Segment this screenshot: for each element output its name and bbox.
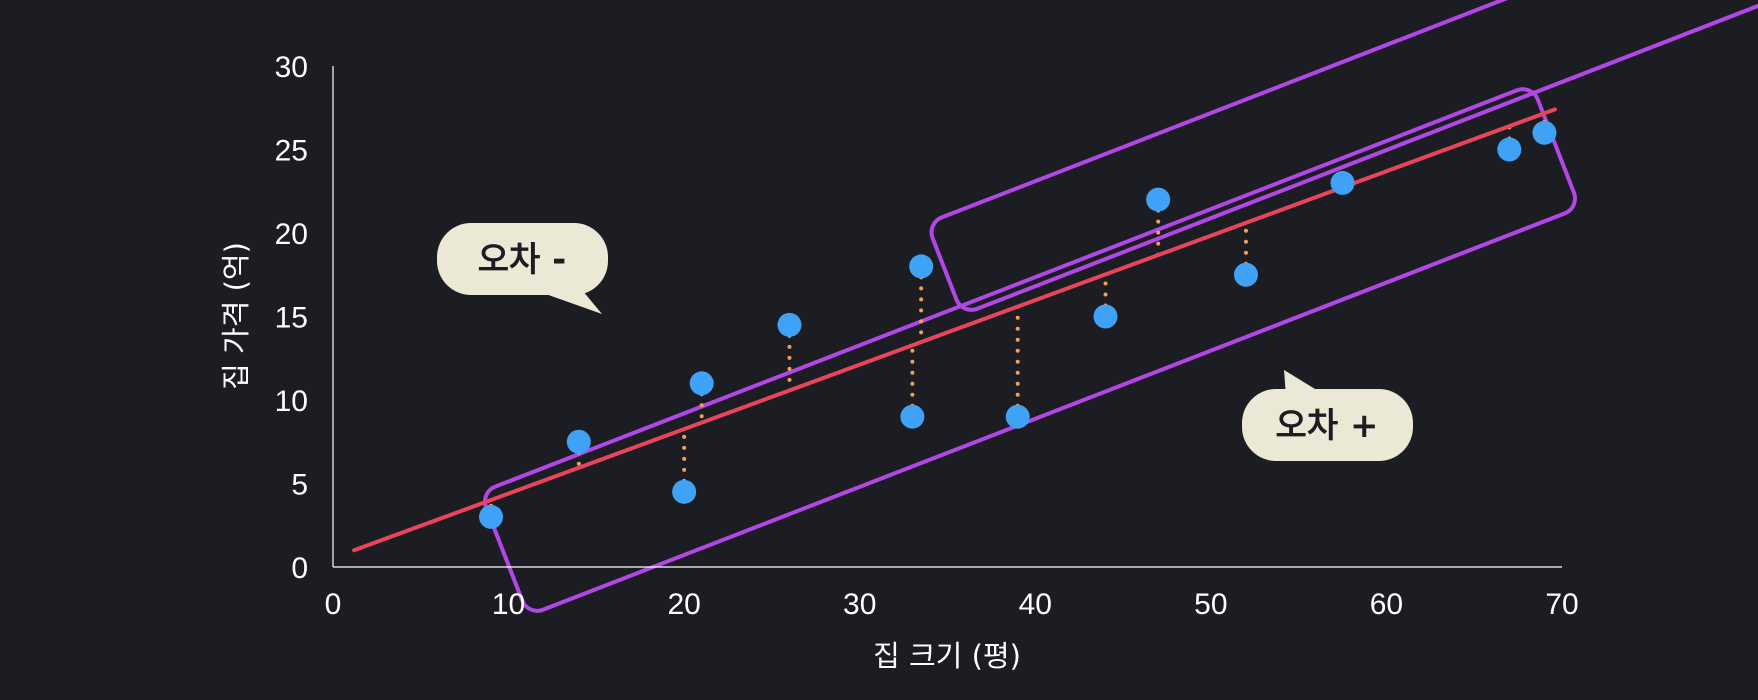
data-point (1532, 120, 1557, 145)
data-point (479, 504, 504, 529)
error-bands (483, 0, 1758, 613)
x-tick-label: 40 (1019, 588, 1052, 621)
y-tick-labels: 0 5 10 15 20 25 30 (275, 51, 308, 585)
data-point (1146, 187, 1171, 212)
y-tick-label: 0 (291, 552, 308, 585)
data-point (777, 312, 802, 337)
error-band-upper (929, 0, 1758, 312)
y-tick-label: 5 (291, 469, 308, 502)
data-points (479, 120, 1557, 529)
data-point (566, 429, 591, 454)
data-point (1497, 137, 1522, 162)
data-point (672, 479, 697, 504)
y-tick-label: 10 (275, 385, 308, 418)
y-axis-title: 집 가격 (억) (219, 242, 253, 390)
x-tick-label: 50 (1194, 588, 1227, 621)
regression-line (352, 107, 1557, 553)
y-tick-label: 15 (275, 302, 308, 335)
data-point (909, 254, 934, 279)
x-tick-label: 60 (1370, 588, 1403, 621)
x-tick-label: 10 (492, 588, 525, 621)
data-point (1233, 262, 1258, 287)
x-tick-label: 20 (667, 588, 700, 621)
callout-minus-label: 오차 - (478, 240, 567, 280)
callout-minus-tail (540, 290, 602, 314)
x-axis-title: 집 크기 (평) (873, 639, 1021, 673)
data-point (1330, 170, 1355, 195)
x-tick-labels: 0 10 20 30 40 50 60 70 (325, 588, 1579, 621)
y-tick-label: 25 (275, 135, 308, 168)
x-tick-label: 70 (1545, 588, 1578, 621)
axes (332, 66, 1562, 568)
x-tick-label: 0 (325, 588, 342, 621)
data-point (689, 371, 714, 396)
callout-plus: 오차 + (1242, 370, 1413, 461)
data-point (1005, 404, 1030, 429)
callout-plus-bubble (1242, 389, 1413, 461)
callout-plus-label: 오차 + (1276, 406, 1379, 446)
data-point (1093, 304, 1118, 329)
x-tick-label: 30 (843, 588, 876, 621)
data-point (900, 404, 925, 429)
callout-minus: 오차 - (437, 223, 608, 314)
error-band-lower (483, 87, 1577, 613)
y-tick-label: 20 (275, 218, 308, 251)
y-tick-label: 30 (275, 51, 308, 84)
callout-minus-bubble (437, 223, 608, 295)
